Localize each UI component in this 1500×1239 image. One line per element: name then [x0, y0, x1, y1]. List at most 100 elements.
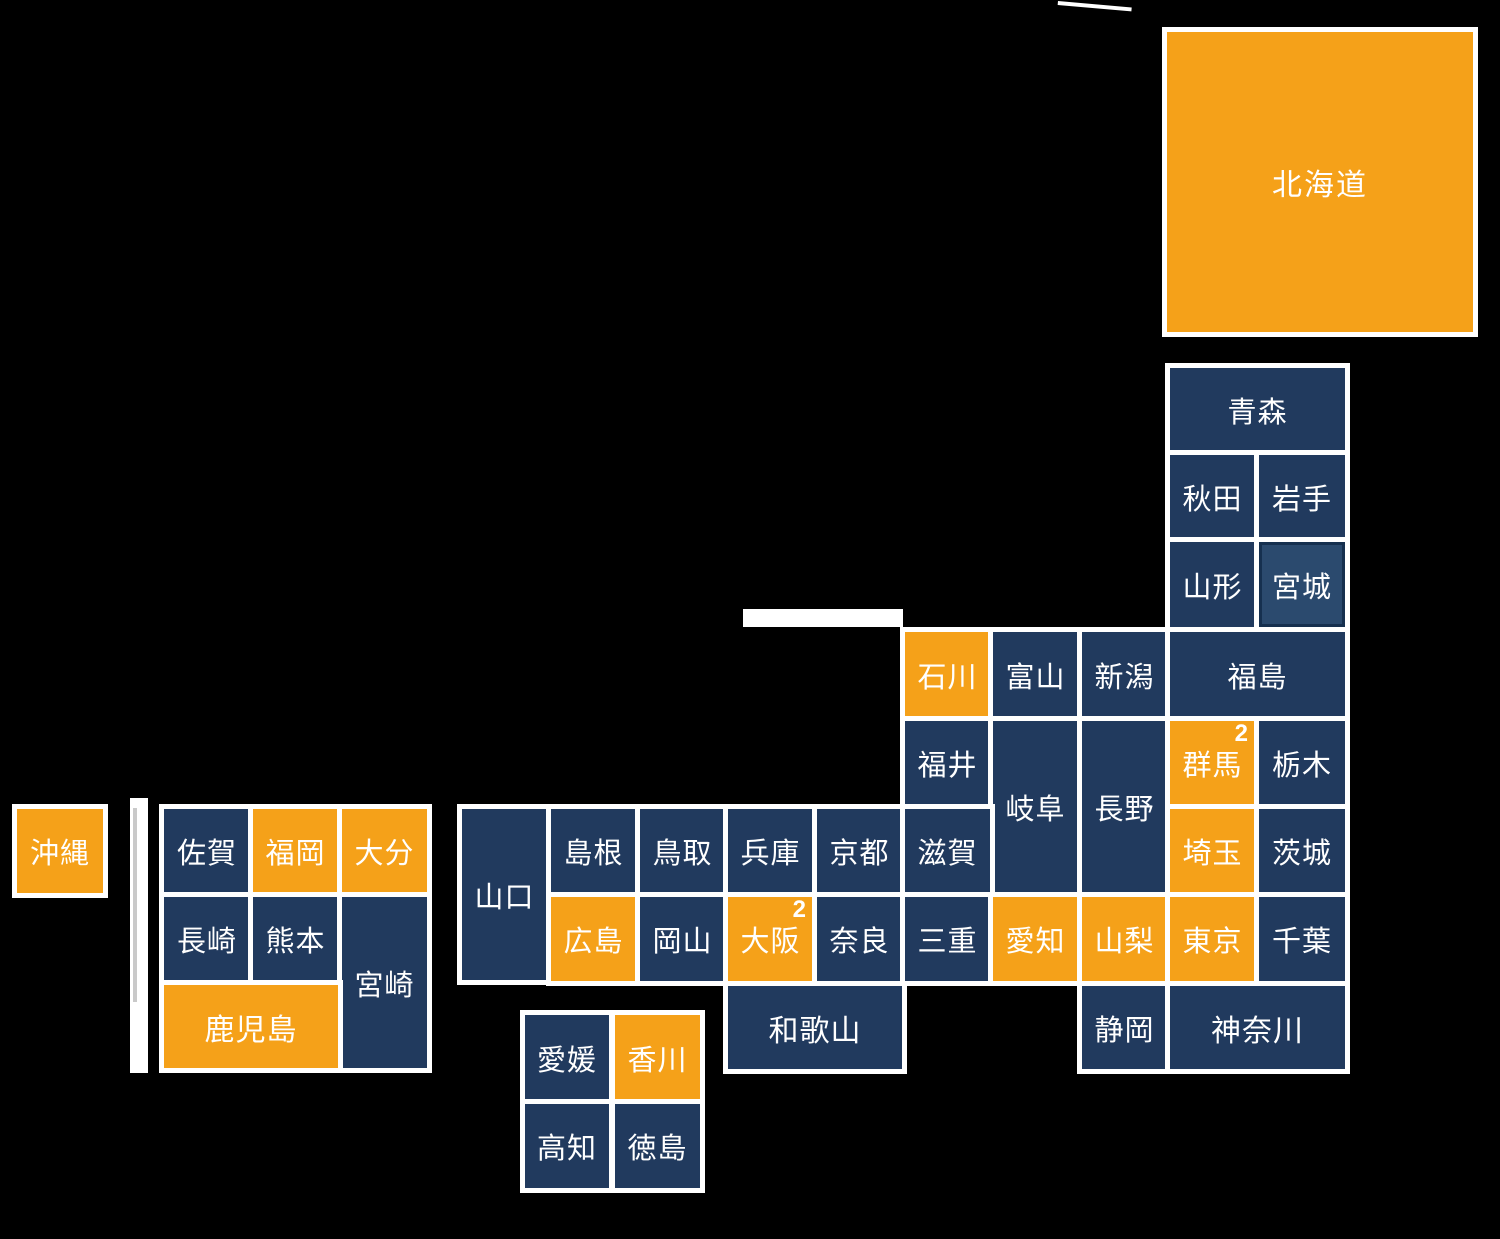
tile-label: 岡山 — [652, 926, 713, 958]
tile-label: 富山 — [1005, 661, 1066, 694]
tile-gifu[interactable]: 岐阜 — [993, 721, 1078, 893]
tile-label: 宮崎 — [354, 969, 415, 1002]
tile-nagano[interactable]: 長野 — [1082, 721, 1167, 893]
tile-toyama[interactable]: 富山 — [993, 632, 1078, 717]
tile-ishikawa[interactable]: 石川 — [905, 632, 990, 717]
tile-label: 三重 — [917, 926, 978, 958]
tile-label: 兵庫 — [740, 838, 801, 870]
tile-label: 福井 — [917, 750, 978, 782]
tile-hyogo[interactable]: 兵庫 — [728, 809, 813, 893]
tile-label: 石川 — [917, 661, 978, 694]
tile-label: 高知 — [536, 1133, 597, 1165]
tile-shiga[interactable]: 滋賀 — [905, 809, 990, 893]
tile-okayama[interactable]: 岡山 — [640, 897, 725, 981]
tile-yamagata[interactable]: 山形 — [1170, 542, 1255, 627]
tile-chiba[interactable]: 千葉 — [1259, 897, 1345, 981]
tile-label: 千葉 — [1271, 926, 1332, 958]
tile-label: 群馬 — [1182, 750, 1243, 782]
top-edge-white-streak — [1057, 1, 1132, 12]
tile-label: 島根 — [563, 838, 624, 870]
tile-okinawa[interactable]: 沖縄 — [17, 809, 103, 893]
tile-yamaguchi[interactable]: 山口 — [462, 809, 547, 980]
tile-label: 佐賀 — [176, 838, 237, 870]
tile-oita[interactable]: 大分 — [342, 809, 427, 893]
tile-niigata[interactable]: 新潟 — [1082, 632, 1167, 717]
tile-label: 福岡 — [265, 838, 326, 870]
tile-wakayama[interactable]: 和歌山 — [728, 986, 902, 1069]
tile-nagasaki[interactable]: 長崎 — [164, 897, 250, 981]
tile-label: 京都 — [829, 838, 890, 870]
tile-label: 山梨 — [1094, 926, 1155, 958]
tile-label: 鳥取 — [652, 838, 713, 870]
tile-miyazaki[interactable]: 宮崎 — [342, 897, 427, 1068]
tile-label: 静岡 — [1094, 1014, 1155, 1047]
tile-label: 神奈川 — [1211, 1014, 1304, 1048]
tile-saga[interactable]: 佐賀 — [164, 809, 250, 893]
tile-shizuoka[interactable]: 静岡 — [1082, 986, 1167, 1069]
tile-label: 栃木 — [1271, 750, 1332, 782]
tile-aomori[interactable]: 青森 — [1170, 368, 1345, 451]
tile-label: 青森 — [1227, 396, 1288, 429]
tile-aichi[interactable]: 愛知 — [993, 897, 1078, 981]
tile-label: 大阪 — [740, 926, 801, 958]
tile-miyagi[interactable]: 宮城 — [1259, 542, 1345, 627]
tile-mie[interactable]: 三重 — [905, 897, 990, 981]
tile-label: 岩手 — [1271, 483, 1332, 516]
tile-label: 長崎 — [176, 926, 237, 958]
tile-label: 愛媛 — [536, 1044, 597, 1077]
tile-label: 和歌山 — [768, 1014, 862, 1048]
tile-shimane[interactable]: 島根 — [551, 809, 636, 893]
tile-label: 大分 — [354, 838, 415, 870]
tile-hokkaido[interactable]: 北海道 — [1167, 32, 1473, 332]
tile-label: 埼玉 — [1182, 838, 1243, 870]
tile-label: 広島 — [563, 926, 624, 958]
tile-label: 山口 — [474, 881, 535, 914]
tile-tokyo[interactable]: 東京 — [1170, 897, 1255, 981]
tile-nara[interactable]: 奈良 — [817, 897, 902, 981]
tile-hiroshima[interactable]: 広島 — [551, 897, 636, 981]
tile-kagoshima[interactable]: 鹿児島 — [164, 985, 338, 1068]
tile-label: 福島 — [1227, 661, 1288, 694]
tile-fukui[interactable]: 福井 — [905, 721, 990, 805]
tile-label: 岐阜 — [1005, 794, 1066, 826]
tile-kyoto[interactable]: 京都 — [817, 809, 902, 893]
tile-ibaraki[interactable]: 茨城 — [1259, 809, 1345, 893]
tile-label: 長野 — [1094, 794, 1155, 826]
tile-fukuoka[interactable]: 福岡 — [253, 809, 338, 893]
tile-tokushima[interactable]: 徳島 — [615, 1104, 700, 1188]
tile-count-badge: 2 — [1234, 720, 1248, 747]
tile-label: 新潟 — [1094, 661, 1155, 694]
tile-label: 北海道 — [1272, 169, 1368, 202]
tile-label: 茨城 — [1271, 838, 1332, 870]
tile-fukushima[interactable]: 福島 — [1170, 632, 1345, 717]
tile-yamanashi[interactable]: 山梨 — [1082, 897, 1167, 981]
tile-label: 沖縄 — [29, 838, 90, 870]
tile-iwate[interactable]: 岩手 — [1259, 455, 1345, 538]
tile-kanagawa[interactable]: 神奈川 — [1170, 986, 1345, 1069]
tile-label: 奈良 — [829, 926, 890, 958]
tile-akita[interactable]: 秋田 — [1170, 455, 1255, 538]
tile-kagawa[interactable]: 香川 — [615, 1015, 700, 1100]
tile-label: 香川 — [627, 1044, 688, 1077]
white-strip-above-ishikawa — [743, 609, 903, 627]
tile-tochigi[interactable]: 栃木 — [1259, 721, 1345, 805]
tile-label: 愛知 — [1005, 926, 1066, 958]
tile-label: 鹿児島 — [204, 1013, 298, 1047]
tile-label: 東京 — [1182, 926, 1243, 958]
okinawa-divider-bar — [130, 798, 148, 1073]
tile-label: 滋賀 — [917, 838, 978, 870]
tile-count-badge: 2 — [792, 896, 806, 923]
okinawa-divider-line — [133, 808, 137, 1002]
tile-label: 宮城 — [1271, 571, 1332, 604]
tile-ehime[interactable]: 愛媛 — [525, 1015, 609, 1100]
tile-osaka[interactable]: 大阪 2 — [728, 897, 813, 981]
tile-kumamoto[interactable]: 熊本 — [253, 897, 338, 981]
tile-kochi[interactable]: 高知 — [525, 1104, 609, 1188]
tile-label: 徳島 — [627, 1133, 688, 1165]
tile-gunma[interactable]: 群馬 2 — [1170, 721, 1255, 805]
tile-tottori[interactable]: 鳥取 — [640, 809, 725, 893]
tile-label: 山形 — [1182, 571, 1243, 604]
tile-saitama[interactable]: 埼玉 — [1170, 809, 1255, 893]
tile-label: 秋田 — [1182, 483, 1243, 516]
